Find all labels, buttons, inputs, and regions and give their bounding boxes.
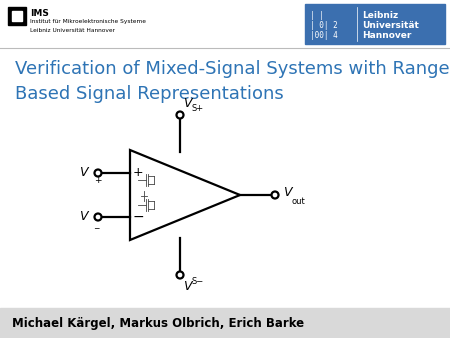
Bar — [305, 4, 445, 44]
Text: | |: | | — [310, 10, 324, 20]
Bar — [12, 11, 22, 21]
Text: +: + — [133, 167, 143, 179]
Text: out: out — [291, 197, 305, 206]
Text: Institut für Mikroelektronische Systeme: Institut für Mikroelektronische Systeme — [30, 20, 146, 24]
Text: S−: S− — [191, 277, 203, 286]
Text: +: + — [94, 176, 102, 185]
Text: Verification of Mixed-Signal Systems with Range
Based Signal Representations: Verification of Mixed-Signal Systems wit… — [15, 60, 450, 103]
Text: V: V — [283, 187, 292, 199]
Text: Michael Kärgel, Markus Olbrich, Erich Barke: Michael Kärgel, Markus Olbrich, Erich Ba… — [12, 316, 304, 330]
Bar — [8, 7, 26, 25]
Circle shape — [176, 112, 184, 119]
Text: V: V — [80, 166, 88, 178]
Text: V: V — [183, 280, 192, 293]
Circle shape — [94, 169, 102, 176]
Text: −: − — [132, 210, 144, 224]
Text: S+: S+ — [191, 104, 203, 113]
Text: _: _ — [94, 220, 99, 229]
Text: IMS: IMS — [30, 8, 49, 18]
Circle shape — [271, 192, 279, 198]
Text: Leibniz: Leibniz — [362, 10, 398, 20]
Text: Hannover: Hannover — [362, 30, 411, 40]
Text: V: V — [80, 210, 88, 222]
Circle shape — [176, 271, 184, 279]
Text: Universität: Universität — [362, 21, 419, 29]
Text: Leibniz Universität Hannover: Leibniz Universität Hannover — [30, 27, 115, 32]
Circle shape — [94, 214, 102, 220]
Text: |00| 4: |00| 4 — [310, 30, 338, 40]
Text: | 0| 2: | 0| 2 — [310, 21, 338, 29]
Bar — [0, 308, 450, 338]
Text: V: V — [183, 97, 192, 110]
